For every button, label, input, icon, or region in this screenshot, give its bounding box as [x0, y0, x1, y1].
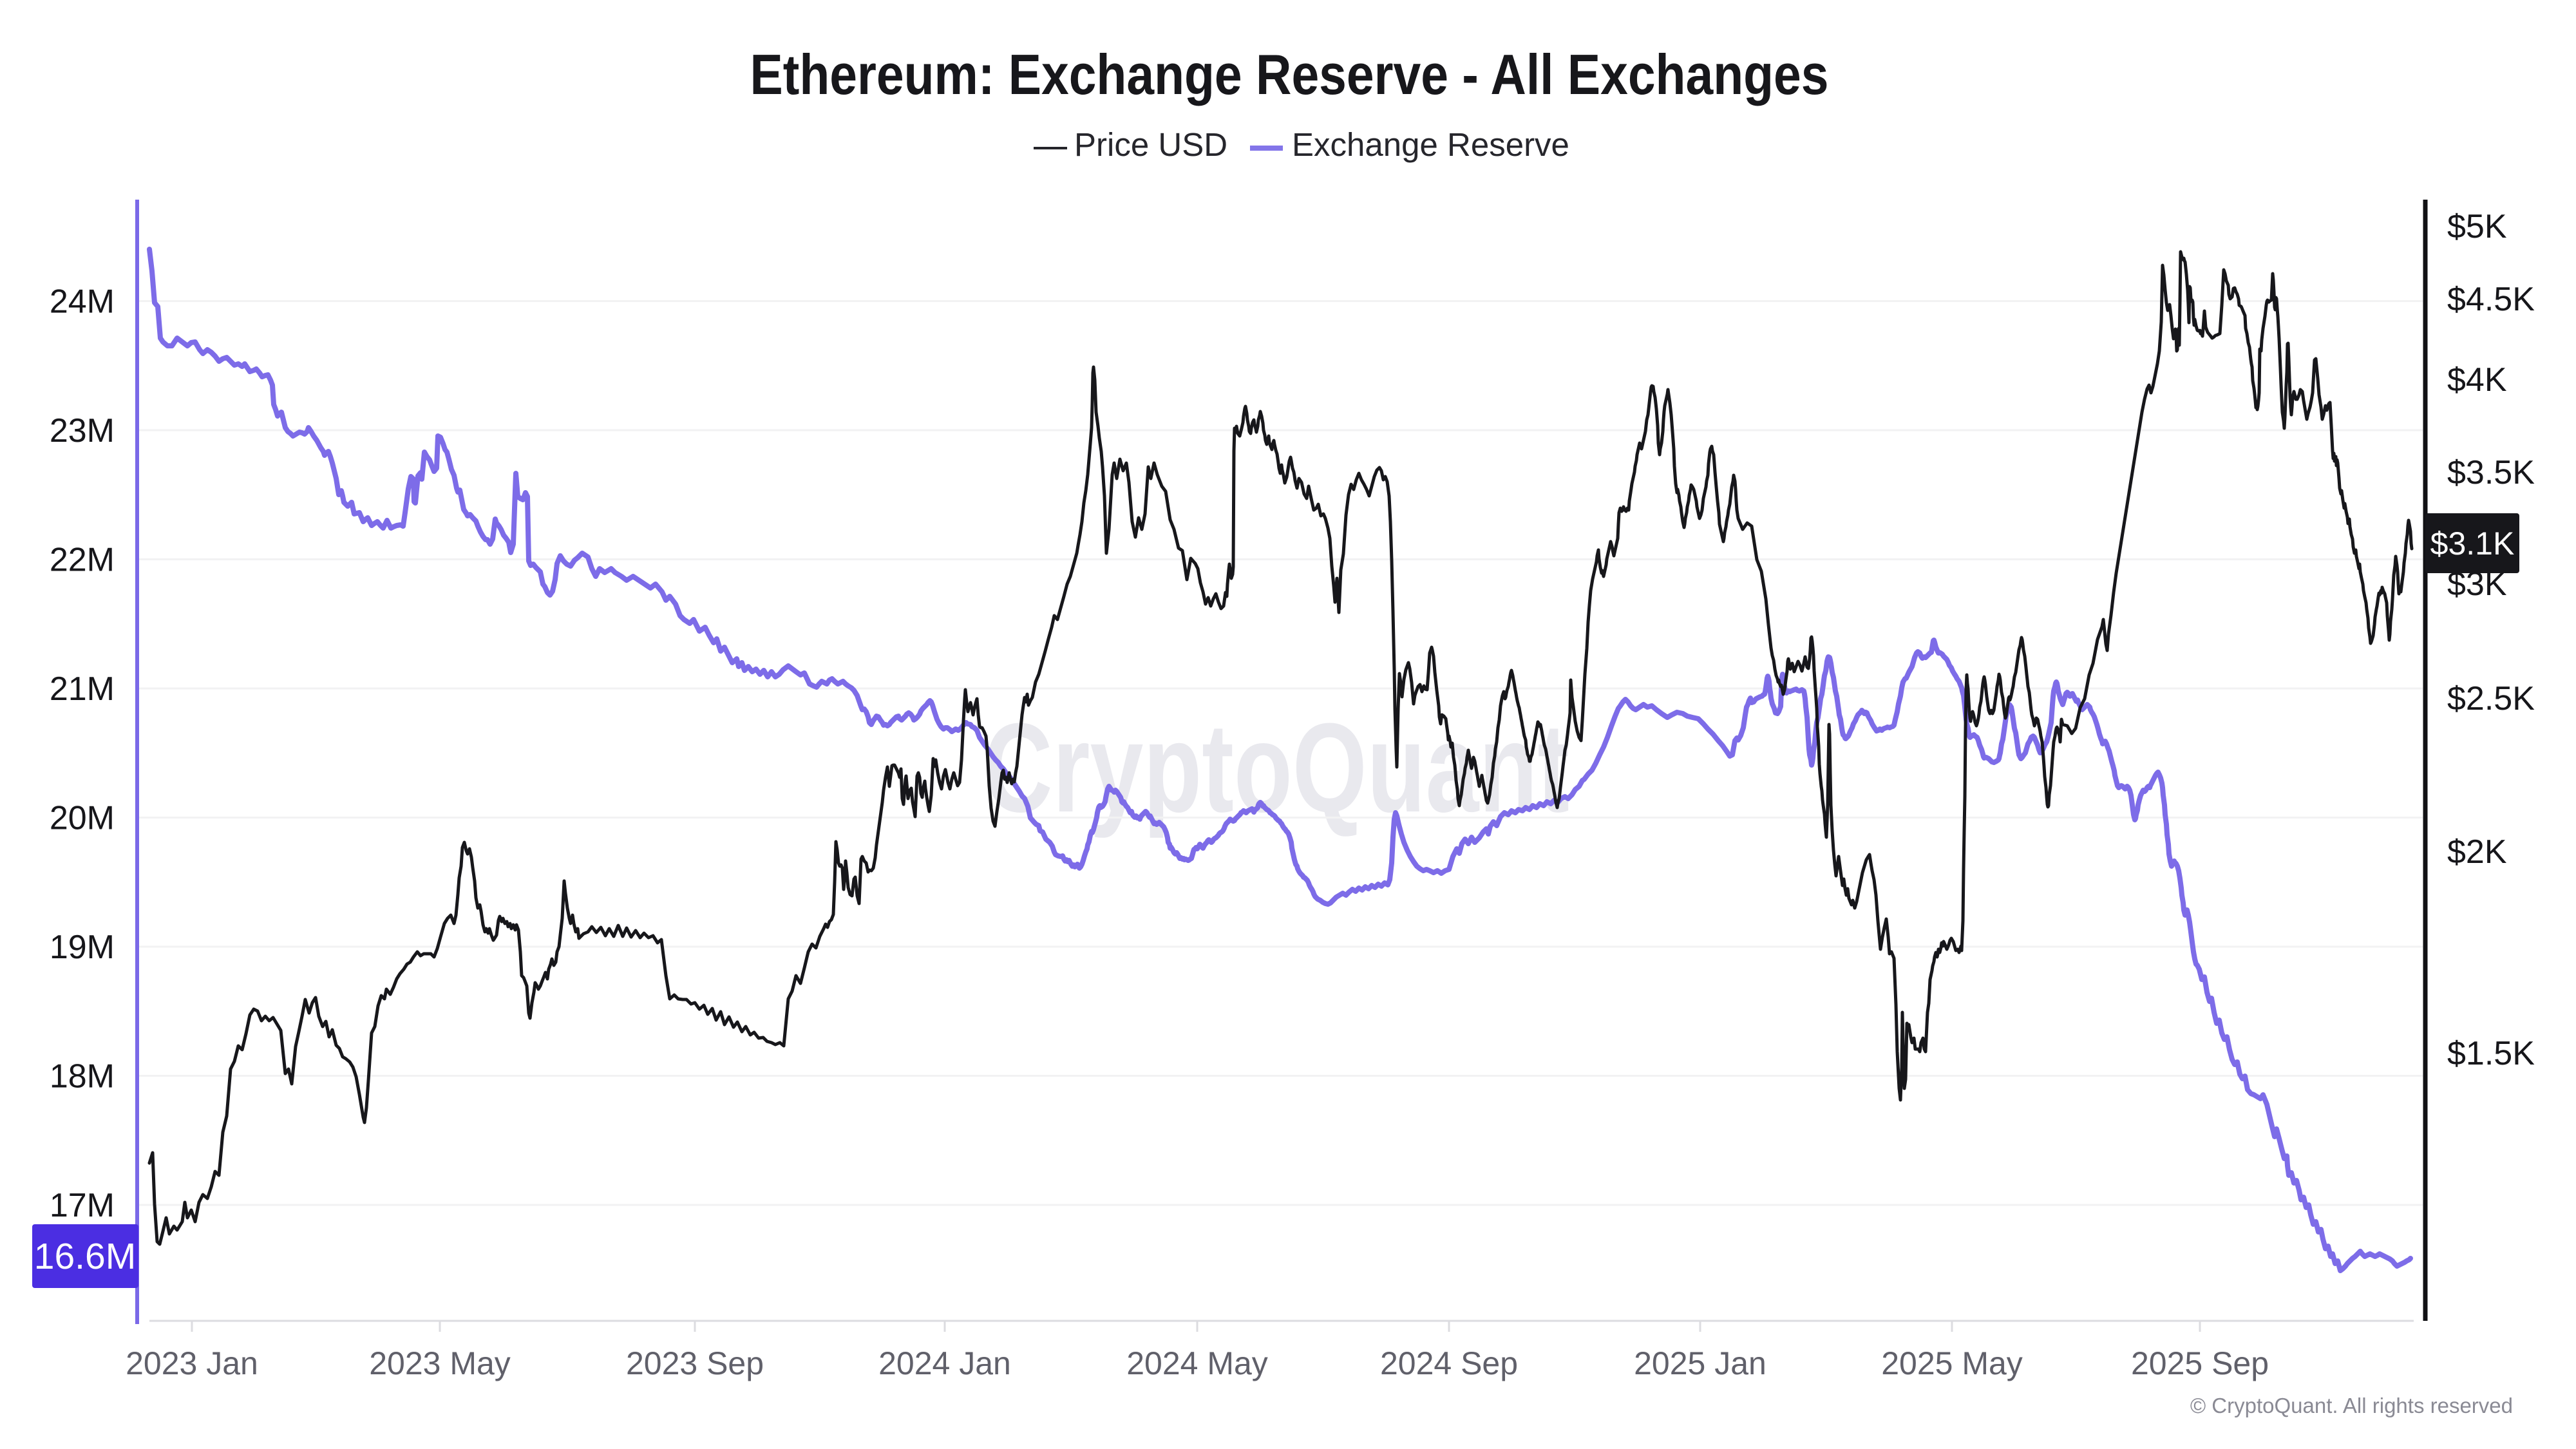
- svg-text:$4K: $4K: [2447, 361, 2507, 399]
- svg-text:$3.5K: $3.5K: [2447, 454, 2535, 491]
- svg-text:22M: 22M: [50, 542, 115, 579]
- svg-text:19M: 19M: [50, 929, 115, 966]
- svg-text:Exchange Reserve: Exchange Reserve: [1292, 126, 1569, 163]
- svg-text:© CryptoQuant. All rights rese: © CryptoQuant. All rights reserved: [2190, 1394, 2513, 1417]
- svg-text:Ethereum: Exchange Reserve - A: Ethereum: Exchange Reserve - All Exchang…: [750, 43, 1829, 106]
- svg-text:Price USD: Price USD: [1074, 126, 1227, 163]
- svg-text:2025 Sep: 2025 Sep: [2131, 1345, 2269, 1381]
- svg-text:2025 May: 2025 May: [1881, 1345, 2023, 1381]
- svg-text:21M: 21M: [50, 670, 115, 708]
- svg-text:2023 Jan: 2023 Jan: [126, 1345, 258, 1381]
- svg-text:$5K: $5K: [2447, 208, 2507, 245]
- svg-text:2024 Jan: 2024 Jan: [878, 1345, 1011, 1381]
- svg-text:$3.1K: $3.1K: [2430, 526, 2515, 562]
- svg-text:2024 Sep: 2024 Sep: [1380, 1345, 1518, 1381]
- svg-text:17M: 17M: [50, 1187, 115, 1224]
- svg-text:$2K: $2K: [2447, 833, 2507, 871]
- svg-text:2025 Jan: 2025 Jan: [1634, 1345, 1766, 1381]
- svg-text:2023 Sep: 2023 Sep: [626, 1345, 764, 1381]
- svg-text:2024 May: 2024 May: [1126, 1345, 1268, 1381]
- svg-text:23M: 23M: [50, 412, 115, 450]
- svg-text:$1.5K: $1.5K: [2447, 1035, 2535, 1072]
- svg-text:16.6M: 16.6M: [34, 1236, 136, 1277]
- svg-text:20M: 20M: [50, 800, 115, 837]
- svg-text:24M: 24M: [50, 283, 115, 321]
- svg-text:18M: 18M: [50, 1058, 115, 1095]
- svg-text:$4.5K: $4.5K: [2447, 281, 2535, 318]
- svg-text:$2.5K: $2.5K: [2447, 680, 2535, 717]
- svg-text:2023 May: 2023 May: [369, 1345, 511, 1381]
